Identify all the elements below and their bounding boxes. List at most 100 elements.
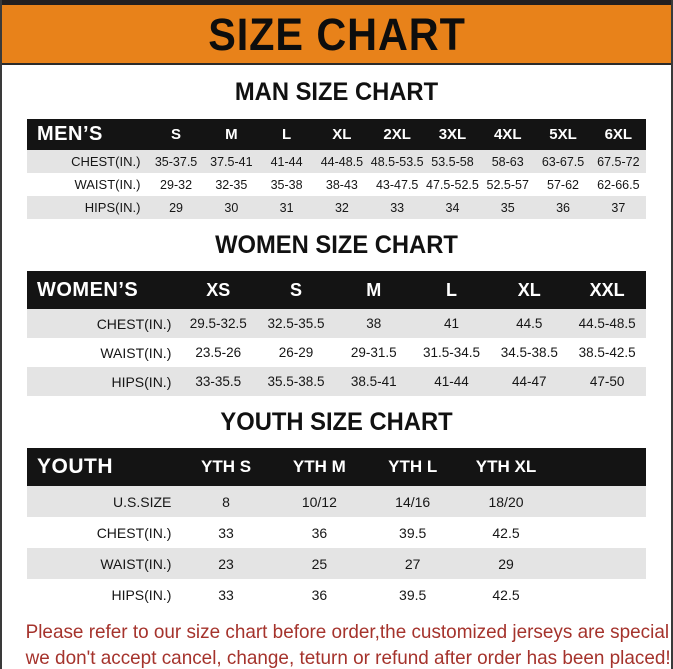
table-cell: 52.5-57 — [480, 173, 536, 196]
table-cell: 33 — [179, 517, 273, 548]
table-cell — [552, 486, 646, 517]
table-cell: 8 — [179, 486, 273, 517]
table-row: CHEST(IN.) 29.5-32.5 32.5-35.5 38 41 44.5 44.5… — [27, 309, 646, 338]
table-cell: 14/16 — [366, 486, 460, 517]
table-cell: 32-35 — [203, 173, 259, 196]
men-table-body: CHEST(IN.) 35-37.5 37.5-41 41-44 44-48.5 48.5… — [27, 150, 646, 219]
table-corner-label: MEN’S — [27, 119, 149, 150]
table-cell: 23.5-26 — [179, 338, 258, 367]
table-cell: 29-31.5 — [334, 338, 413, 367]
table-cell: 37.5-41 — [203, 150, 259, 173]
table-corner-label: WOMEN’S — [27, 271, 180, 309]
footer-line-2: we don't accept cancel, change, teturn o… — [25, 646, 671, 669]
table-cell: 32 — [314, 196, 370, 219]
row-label: WAIST(IN.) — [27, 173, 149, 196]
table-cell: 47.5-52.5 — [424, 173, 481, 196]
column-header-l: L — [412, 271, 491, 309]
table-cell: 38.5-42.5 — [568, 338, 646, 367]
table-cell: 48.5-53.5 — [369, 150, 425, 173]
column-header-5xl: 5XL — [535, 119, 591, 150]
table-cell: 67.5-72 — [590, 150, 646, 173]
column-header-2xl: 2XL — [369, 119, 425, 150]
column-header-yth-l: YTH L — [366, 448, 460, 486]
row-label: WAIST(IN.) — [27, 338, 180, 367]
table-cell: 44-47 — [490, 367, 569, 396]
column-header-xs: XS — [179, 271, 258, 309]
table-cell: 29.5-32.5 — [179, 309, 258, 338]
column-header-m: M — [334, 271, 413, 309]
table-cell: 26-29 — [257, 338, 335, 367]
table-cell: 41 — [412, 309, 491, 338]
table-cell: 34 — [424, 196, 481, 219]
row-label: CHEST(IN.) — [27, 309, 180, 338]
table-cell: 34.5-38.5 — [490, 338, 569, 367]
column-header-xxl: XXL — [568, 271, 646, 309]
table-row: WAIST(IN.) 23 25 27 29 — [27, 548, 646, 579]
column-header-4xl: 4XL — [480, 119, 536, 150]
table-row: U.S.SIZE 8 10/12 14/16 18/20 — [27, 486, 646, 517]
row-label: CHEST(IN.) — [27, 150, 149, 173]
row-label: HIPS(IN.) — [27, 579, 180, 610]
table-cell: 39.5 — [366, 579, 460, 610]
column-header-s: S — [148, 119, 204, 150]
table-cell: 31.5-34.5 — [412, 338, 491, 367]
table-cell: 29 — [459, 548, 553, 579]
table-cell: 44-48.5 — [314, 150, 370, 173]
table-cell: 53.5-58 — [424, 150, 481, 173]
table-cell: 35-38 — [258, 173, 315, 196]
table-cell: 35-37.5 — [148, 150, 204, 173]
top-black-strip — [2, 0, 671, 5]
table-cell: 36 — [272, 517, 367, 548]
table-cell: 38-43 — [314, 173, 370, 196]
row-label: CHEST(IN.) — [27, 517, 180, 548]
youth-section: YOUTH SIZE CHART YOUTH YTH S YTH M YTH L YTH… — [2, 396, 671, 610]
table-cell: 36 — [272, 579, 367, 610]
table-cell: 44.5 — [490, 309, 569, 338]
table-cell: 41-44 — [258, 150, 315, 173]
column-header-yth-xl: YTH XL — [459, 448, 553, 486]
table-cell: 37 — [590, 196, 646, 219]
column-header-xl: XL — [314, 119, 370, 150]
table-cell: 47-50 — [568, 367, 646, 396]
table-row: HIPS(IN.) 33 36 39.5 42.5 — [27, 579, 646, 610]
table-cell: 38.5-41 — [334, 367, 413, 396]
table-cell: 43-47.5 — [369, 173, 425, 196]
table-row: WAIST(IN.) 23.5-26 26-29 29-31.5 31.5-34.5 34… — [27, 338, 646, 367]
table-cell: 35 — [480, 196, 536, 219]
table-cell: 38 — [334, 309, 413, 338]
table-cell: 31 — [258, 196, 315, 219]
page-banner: SIZE CHART — [2, 5, 671, 65]
column-header-s: S — [257, 271, 335, 309]
row-label: WAIST(IN.) — [27, 548, 180, 579]
table-header-row: YOUTH YTH S YTH M YTH L YTH XL — [27, 448, 646, 486]
column-header-l: L — [258, 119, 315, 150]
table-cell: 35.5-38.5 — [257, 367, 335, 396]
women-table-header: WOMEN’S XS S M L XL XXL — [27, 271, 646, 309]
men-section: MAN SIZE CHART MEN’S S M L XL 2XL 3XL 4XL 5XL 6XL… — [2, 65, 671, 219]
table-row: CHEST(IN.) 35-37.5 37.5-41 41-44 44-48.5 48.5… — [27, 150, 646, 173]
women-table-body: CHEST(IN.) 29.5-32.5 32.5-35.5 38 41 44.5 44.5… — [27, 309, 646, 396]
row-label: U.S.SIZE — [27, 486, 180, 517]
table-cell: 23 — [179, 548, 273, 579]
page-title: SIZE CHART — [207, 8, 466, 60]
table-row: WAIST(IN.) 29-32 32-35 35-38 38-43 43-47.5 47.… — [27, 173, 646, 196]
table-cell: 63-67.5 — [535, 150, 591, 173]
footer-disclaimer: Please refer to our size chart before or… — [2, 610, 671, 669]
table-cell: 33-35.5 — [179, 367, 258, 396]
table-cell: 57-62 — [535, 173, 591, 196]
women-section-title: WOMEN SIZE CHART — [215, 231, 458, 259]
column-header-m: M — [203, 119, 259, 150]
table-cell: 30 — [203, 196, 259, 219]
table-header-row: WOMEN’S XS S M L XL XXL — [27, 271, 646, 309]
table-cell: 58-63 — [480, 150, 536, 173]
table-cell: 10/12 — [272, 486, 367, 517]
women-section: WOMEN SIZE CHART WOMEN’S XS S M L XL XXL CHEST… — [2, 219, 671, 396]
table-cell: 62-66.5 — [590, 173, 646, 196]
column-header-xl: XL — [490, 271, 569, 309]
table-cell: 29-32 — [148, 173, 204, 196]
table-cell: 44.5-48.5 — [568, 309, 646, 338]
table-cell — [552, 548, 646, 579]
table-cell: 25 — [272, 548, 367, 579]
column-header-yth-m: YTH M — [272, 448, 367, 486]
